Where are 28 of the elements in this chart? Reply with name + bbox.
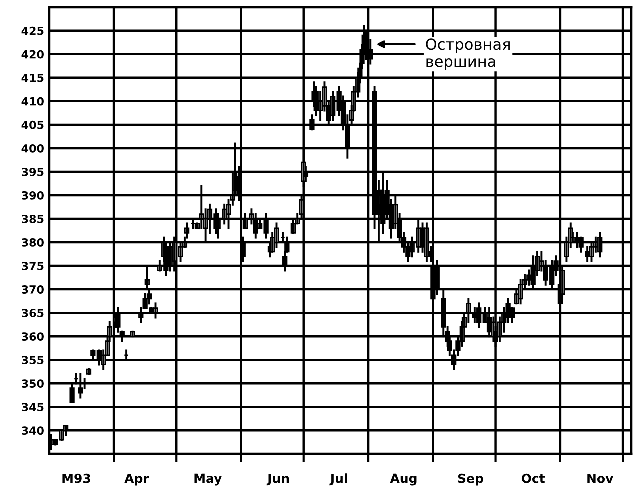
y-tick-label: 415 (22, 74, 44, 82)
y-tick-label: 355 (22, 356, 44, 364)
y-tick-label: 380 (22, 238, 44, 247)
y-tick-label: 340 (22, 426, 44, 436)
y-tick-label: 425 (22, 26, 44, 36)
y-tick-label: 375 (22, 262, 44, 270)
x-tick-label: Nov (588, 474, 614, 484)
x-tick-label: Jul (330, 474, 348, 486)
y-tick-label: 405 (22, 120, 44, 130)
x-tick-label: May (194, 474, 222, 486)
y-tick-label: 365 (22, 309, 44, 318)
x-tick-label: M93 (62, 474, 90, 484)
y-tick-label: 420 (22, 50, 44, 59)
y-tick-label: 400 (22, 144, 44, 153)
x-tick-label: Apr (124, 474, 150, 486)
annotation: Островная вершина (426, 38, 510, 70)
y-tick-label: 370 (22, 286, 44, 294)
x-tick-label: Aug (390, 474, 417, 486)
x-tick-label: Jun (266, 474, 290, 486)
x-tick-label: Oct (522, 474, 546, 484)
y-tick-label: 385 (22, 214, 44, 224)
y-tick-label: 410 (22, 97, 44, 106)
y-tick-label: 395 (22, 168, 44, 176)
x-tick-label: Sep (458, 474, 484, 486)
y-tick-label: 390 (22, 191, 44, 200)
y-tick-label: 360 (22, 332, 44, 341)
y-tick-label: 350 (22, 380, 44, 388)
y-tick-label: 345 (22, 403, 44, 412)
